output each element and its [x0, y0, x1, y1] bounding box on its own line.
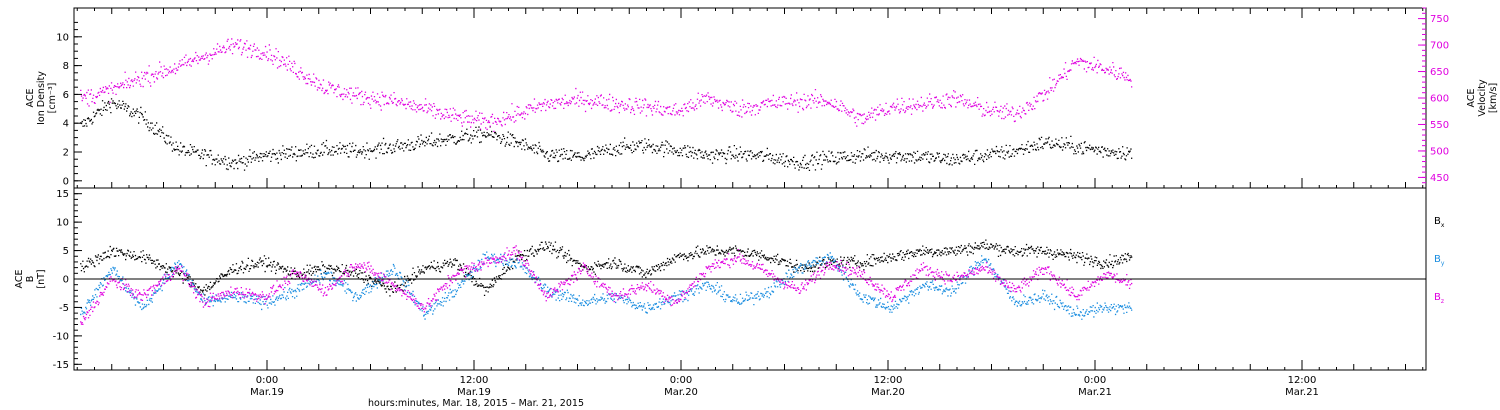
x-tick-date: Mar.20: [871, 387, 905, 398]
bottom-panel-data: [80, 239, 1133, 325]
bfield-axis-tick-label: 0: [63, 275, 69, 286]
x-tick-time: 12:00: [460, 375, 489, 386]
x-tick-time: 0:00: [1084, 375, 1106, 386]
top-panel-frame: [73, 7, 1427, 189]
legend-bz: Bz: [1434, 292, 1444, 305]
density-axis-tick-label: 4: [63, 119, 69, 130]
x-tick-time: 12:00: [1288, 375, 1317, 386]
density-axis-tick-label: 10: [56, 32, 69, 43]
series-By: [80, 251, 1133, 320]
density-axis-tick-label: 6: [63, 90, 69, 101]
x-tick-date: Mar.19: [457, 387, 491, 398]
density-axis-line1: ACE: [25, 89, 36, 108]
bfield-axis-line3: [nT]: [36, 269, 47, 288]
velocity-axis-tick-label: 500: [1430, 146, 1449, 157]
bfield-axis-line2: B: [25, 276, 36, 283]
velocity-axis-line2: Velocity: [1477, 79, 1488, 117]
legend-bx: Bx: [1434, 216, 1445, 229]
density-axis-title: ACE Ion Density [cm⁻³]: [25, 71, 58, 125]
density-axis-tick-label: 0: [63, 176, 69, 187]
velocity-axis-line3: [km/s]: [1488, 83, 1499, 113]
legend-by: By: [1434, 254, 1445, 267]
series-velocity: [80, 38, 1133, 132]
bfield-axis-line1: ACE: [14, 270, 25, 289]
series-Bx: [80, 239, 1133, 297]
velocity-axis-tick-label: 550: [1430, 120, 1449, 131]
bfield-axis-tick-label: -15: [53, 360, 69, 371]
x-tick-date: Mar.21: [1078, 387, 1112, 398]
series-density: [80, 98, 1133, 171]
bfield-axis-tick-label: -5: [59, 303, 69, 314]
density-axis-tick-label: 8: [63, 61, 69, 72]
x-tick-date: Mar.21: [1285, 387, 1319, 398]
series-Bz-points: [80, 245, 1133, 325]
velocity-axis-tick-label: 750: [1430, 14, 1449, 25]
bfield-axis-tick-label: 5: [63, 246, 69, 257]
axis-ticks: 0 2 4 6 8 10 450 500 550 600 650 700 750 -15 -10 -5 0 5 10…: [53, 7, 1449, 398]
x-tick-date: Mar.19: [250, 387, 284, 398]
series-Bx-points: [80, 239, 1133, 297]
density-axis-line2: Ion Density: [36, 71, 47, 125]
velocity-axis-tick-label: 450: [1430, 173, 1449, 184]
density-axis-tick-label: 2: [63, 148, 69, 159]
x-tick-time: 12:00: [874, 375, 903, 386]
top-panel-data: [80, 38, 1133, 171]
bfield-axis-title: ACE B [nT]: [14, 269, 47, 288]
series-By-points: [80, 251, 1133, 320]
x-axis-title: hours:minutes, Mar. 18, 2015 – Mar. 21, …: [368, 398, 584, 409]
x-tick-time: 0:00: [256, 375, 278, 386]
series-Bz: [80, 245, 1133, 325]
bfield-axis-tick-label: 15: [56, 189, 69, 200]
velocity-axis-tick-label: 650: [1430, 67, 1449, 78]
velocity-axis-title: ACE Velocity [km/s]: [1466, 79, 1499, 117]
density-axis-line3: [cm⁻³]: [47, 83, 58, 114]
x-tick-time: 0:00: [670, 375, 692, 386]
bfield-axis-tick-label: 10: [56, 218, 69, 229]
velocity-axis-tick-label: 600: [1430, 94, 1449, 105]
bfield-axis-tick-label: -10: [53, 331, 69, 342]
x-tick-date: Mar.20: [664, 387, 698, 398]
series-velocity-points: [80, 38, 1133, 132]
velocity-axis-tick-label: 700: [1430, 41, 1449, 52]
series-density-points: [80, 98, 1133, 171]
velocity-axis-line1: ACE: [1466, 89, 1477, 108]
